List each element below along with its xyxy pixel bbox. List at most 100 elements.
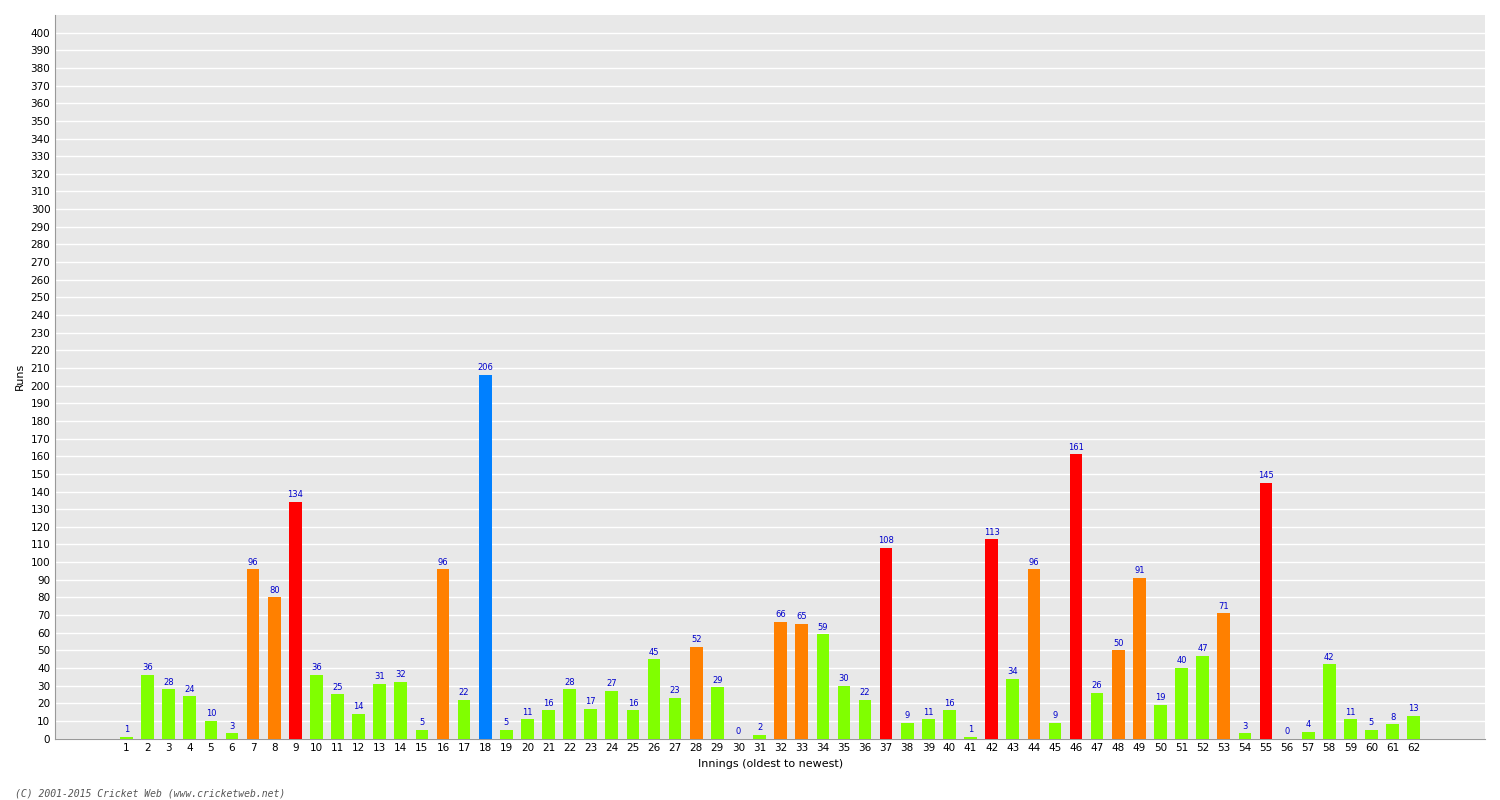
Text: 24: 24 xyxy=(184,685,195,694)
Text: 11: 11 xyxy=(922,707,933,717)
Bar xyxy=(837,686,850,738)
Text: 5: 5 xyxy=(504,718,509,727)
Text: 113: 113 xyxy=(984,527,999,537)
Bar xyxy=(795,624,808,738)
Text: 9: 9 xyxy=(1053,711,1058,720)
Text: 59: 59 xyxy=(818,623,828,632)
Text: 23: 23 xyxy=(670,686,681,695)
Text: 145: 145 xyxy=(1258,471,1274,480)
Bar xyxy=(880,548,892,738)
Text: 11: 11 xyxy=(522,707,532,717)
Text: 16: 16 xyxy=(627,698,638,708)
Bar xyxy=(902,722,914,738)
Text: 22: 22 xyxy=(459,688,470,697)
Text: 40: 40 xyxy=(1176,656,1186,666)
Bar xyxy=(1260,482,1272,738)
Bar xyxy=(1302,731,1314,738)
Text: 8: 8 xyxy=(1390,713,1395,722)
Bar xyxy=(1365,730,1378,738)
Text: 1: 1 xyxy=(968,725,974,734)
Bar xyxy=(1344,719,1356,738)
Text: 0: 0 xyxy=(1284,727,1290,736)
Bar xyxy=(310,675,322,738)
Bar xyxy=(964,737,976,738)
Bar xyxy=(1070,454,1083,738)
Text: 30: 30 xyxy=(839,674,849,683)
Bar xyxy=(711,687,723,738)
Bar xyxy=(374,684,386,738)
Bar xyxy=(416,730,428,738)
Text: 0: 0 xyxy=(736,727,741,736)
Text: 2: 2 xyxy=(758,723,762,733)
Bar xyxy=(753,735,766,738)
Text: 13: 13 xyxy=(1408,704,1419,713)
Bar xyxy=(627,710,639,738)
Text: 47: 47 xyxy=(1197,644,1208,653)
Text: 3: 3 xyxy=(230,722,234,730)
Bar xyxy=(1132,578,1146,738)
Bar xyxy=(1090,693,1104,738)
Bar xyxy=(858,700,871,738)
Bar xyxy=(248,569,259,738)
Text: 31: 31 xyxy=(375,672,386,682)
Text: 29: 29 xyxy=(712,676,723,685)
Bar xyxy=(986,539,998,738)
Bar xyxy=(606,691,618,738)
Text: 36: 36 xyxy=(310,663,322,673)
Text: 80: 80 xyxy=(268,586,279,594)
Text: 28: 28 xyxy=(564,678,574,686)
Bar xyxy=(1197,656,1209,738)
Text: 16: 16 xyxy=(944,698,956,708)
Bar xyxy=(922,719,934,738)
Bar xyxy=(290,502,302,738)
Bar xyxy=(458,700,471,738)
Bar xyxy=(225,734,238,738)
Text: 25: 25 xyxy=(333,683,344,692)
Text: 17: 17 xyxy=(585,697,596,706)
Bar xyxy=(1048,722,1062,738)
Bar xyxy=(478,375,492,738)
Bar xyxy=(1323,665,1335,738)
Bar xyxy=(120,737,134,738)
Bar xyxy=(352,714,364,738)
Text: 108: 108 xyxy=(878,536,894,546)
Bar xyxy=(1154,705,1167,738)
Bar xyxy=(648,659,660,738)
Bar xyxy=(1239,734,1251,738)
Bar xyxy=(564,689,576,738)
Bar xyxy=(1007,678,1019,738)
Bar xyxy=(542,710,555,738)
Bar xyxy=(816,634,830,738)
Text: 65: 65 xyxy=(796,612,807,622)
Text: 36: 36 xyxy=(142,663,153,673)
Text: 9: 9 xyxy=(904,711,910,720)
Text: 32: 32 xyxy=(396,670,406,679)
Bar xyxy=(1112,650,1125,738)
Bar xyxy=(332,694,344,738)
Text: 3: 3 xyxy=(1242,722,1248,730)
Text: 14: 14 xyxy=(354,702,364,711)
Text: 50: 50 xyxy=(1113,638,1124,648)
Text: 91: 91 xyxy=(1134,566,1144,575)
Text: 134: 134 xyxy=(288,490,303,499)
Bar xyxy=(436,569,450,738)
Text: 96: 96 xyxy=(1029,558,1039,566)
Bar xyxy=(585,709,597,738)
Bar xyxy=(394,682,406,738)
Text: 96: 96 xyxy=(248,558,258,566)
Text: 26: 26 xyxy=(1092,681,1102,690)
Bar xyxy=(183,696,196,738)
Text: 42: 42 xyxy=(1324,653,1335,662)
Text: 161: 161 xyxy=(1068,442,1084,452)
Text: 5: 5 xyxy=(1370,718,1374,727)
Text: (C) 2001-2015 Cricket Web (www.cricketweb.net): (C) 2001-2015 Cricket Web (www.cricketwe… xyxy=(15,788,285,798)
Bar xyxy=(774,622,788,738)
Bar xyxy=(520,719,534,738)
Text: 5: 5 xyxy=(420,718,424,727)
Text: 10: 10 xyxy=(206,710,216,718)
Bar xyxy=(141,675,154,738)
Text: 45: 45 xyxy=(650,647,660,657)
Text: 22: 22 xyxy=(859,688,870,697)
Bar xyxy=(1218,614,1230,738)
Bar xyxy=(162,689,176,738)
